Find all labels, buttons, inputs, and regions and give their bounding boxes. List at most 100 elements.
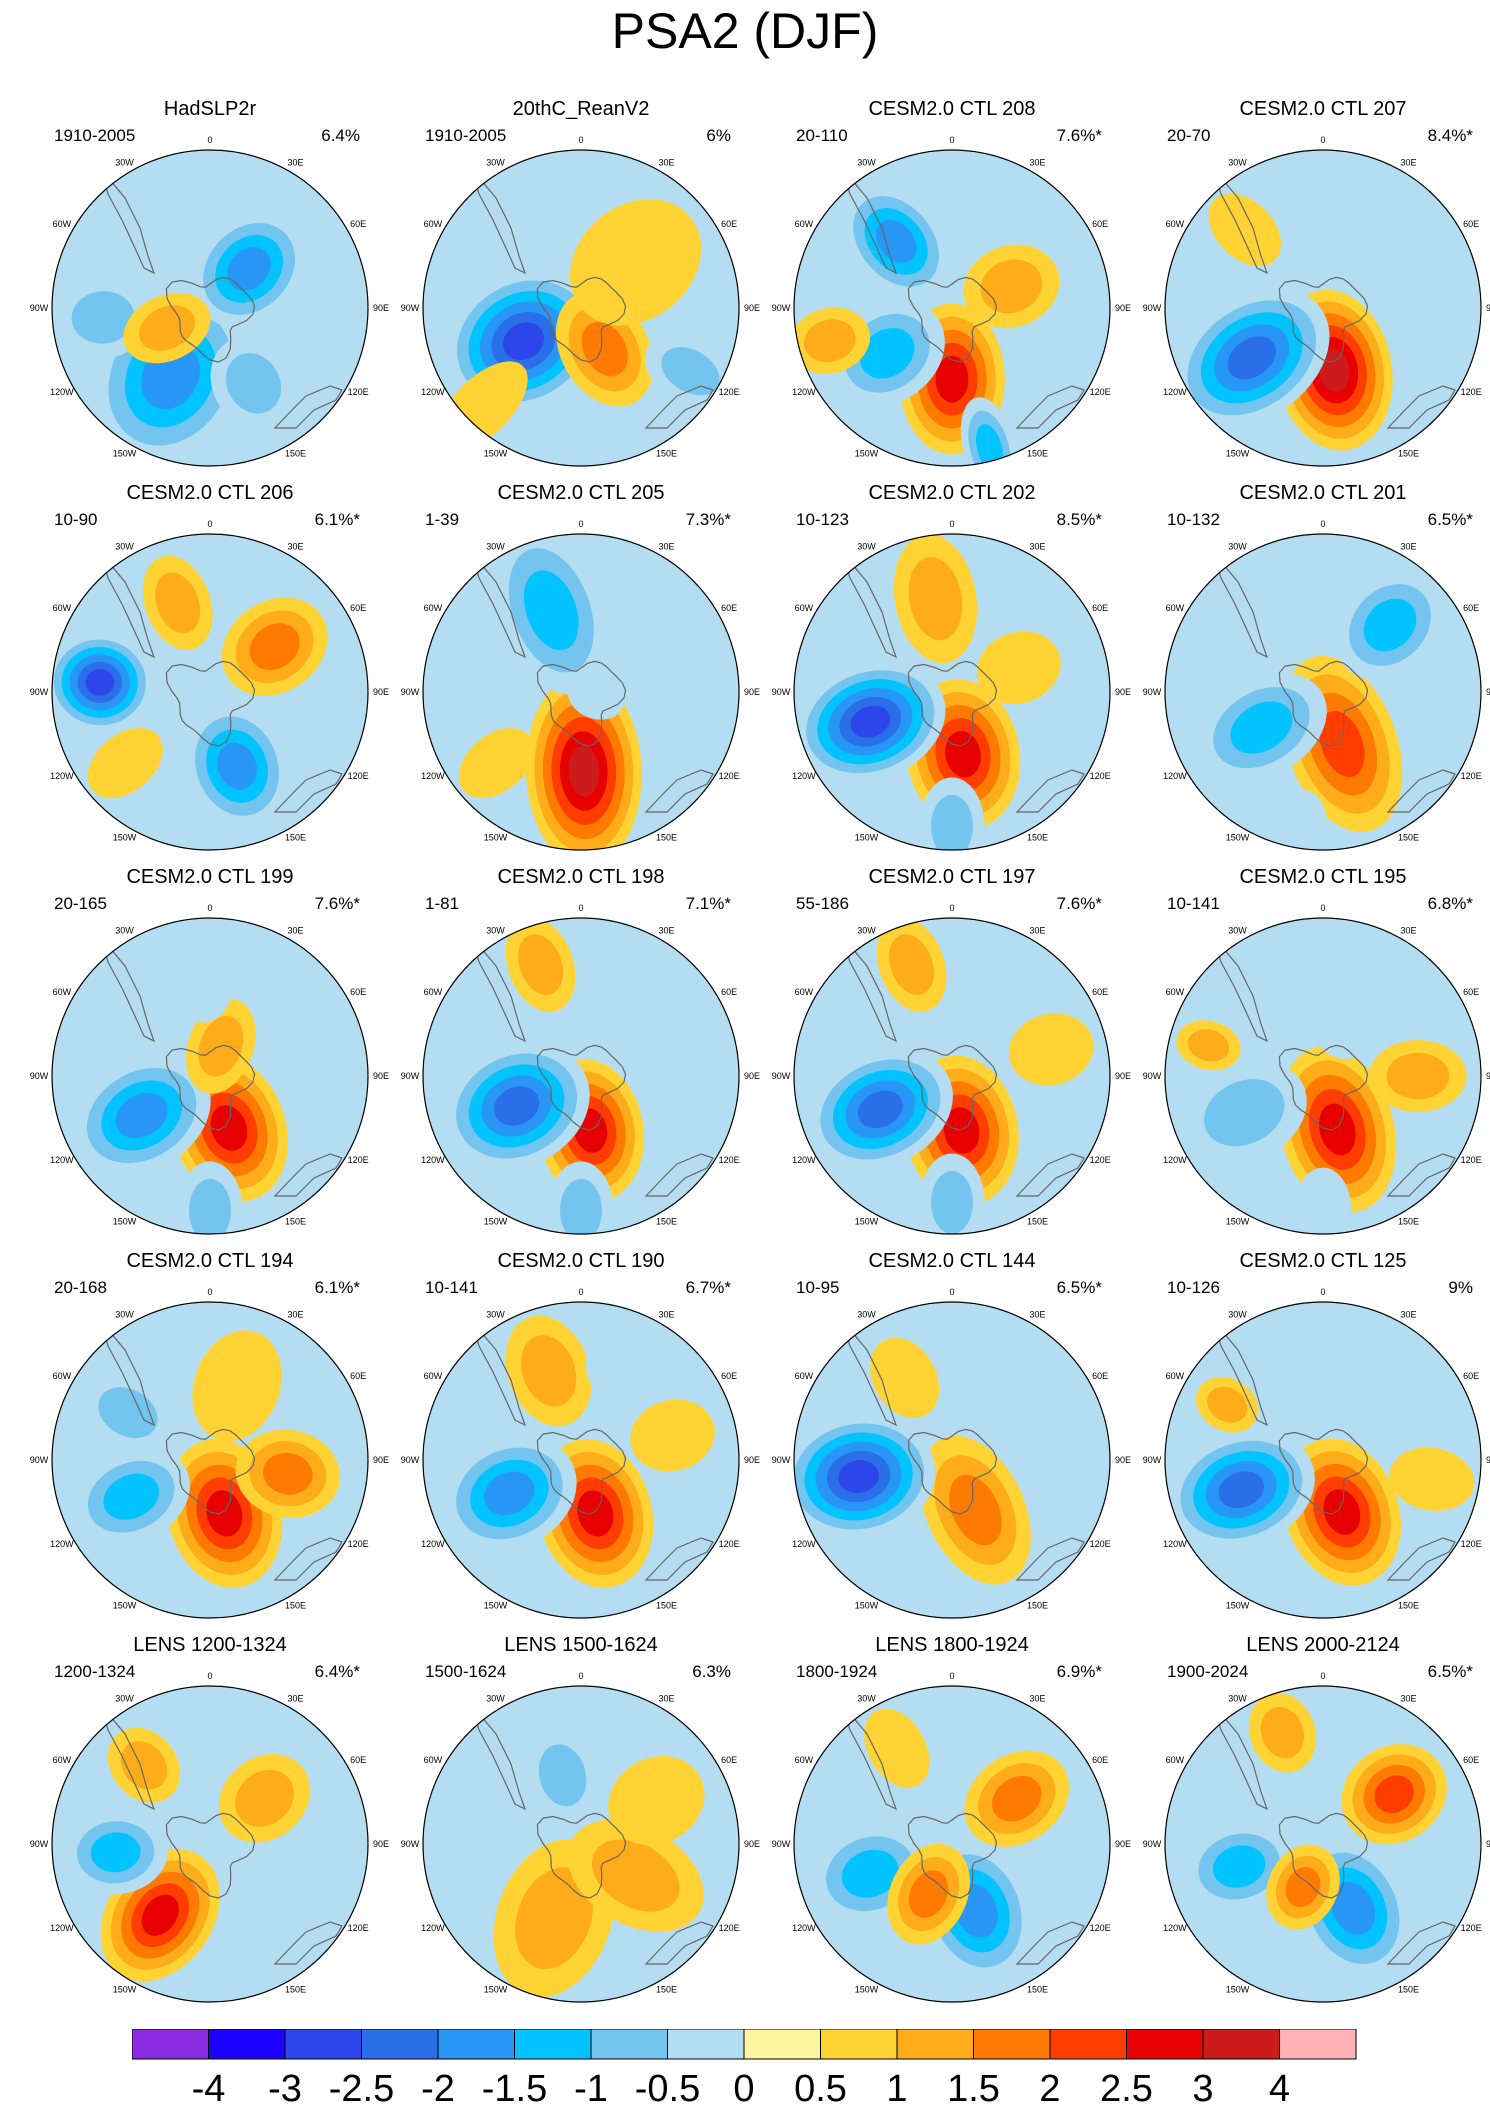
panel-year-range: 1-39: [425, 510, 460, 529]
contour-region: [263, 1452, 313, 1495]
antarctica-coastline: [1278, 1812, 1369, 1899]
colorbar-label: -2: [421, 2068, 455, 2107]
panel-year-range: 1800-1924: [796, 1662, 878, 1681]
longitude-label: 150W: [484, 1985, 508, 1995]
longitude-label: 30W: [1228, 926, 1247, 936]
contour-region: [864, 1708, 930, 1788]
map-border: [793, 1685, 1111, 2003]
longitude-label: 150W: [484, 1217, 508, 1227]
longitude-label: 60W: [795, 987, 814, 997]
contour-region: [249, 623, 300, 671]
longitude-label: 30E: [287, 1310, 303, 1320]
longitude-label: 120E: [1090, 771, 1111, 781]
south-america-coastline: [841, 551, 898, 659]
polar-map: 030E60E90E120E150E180150W120W90W60W30W: [772, 1287, 1131, 1619]
contour-region: [1294, 1167, 1352, 1234]
south-america-coastline: [1212, 551, 1269, 659]
longitude-label: 90E: [744, 1839, 760, 1849]
antarctica-coastline: [536, 660, 627, 747]
polar-map: 030E60E90E120E150E180150W120W90W60W30W: [772, 519, 1131, 851]
contour-region: [1341, 1330, 1437, 1432]
colorbar-swatch: [590, 2029, 668, 2060]
panel-title: CESM2.0 CTL 202: [868, 482, 1036, 504]
contour-region: [87, 728, 163, 799]
longitude-label: 60E: [1463, 987, 1479, 997]
map-border: [422, 149, 740, 467]
panel-title: LENS 1200-1324: [133, 1634, 287, 1656]
longitude-label: 0: [578, 519, 583, 529]
panel-year-range: 20-70: [1167, 126, 1211, 145]
longitude-label: 30E: [658, 542, 674, 552]
panel-year-range: 1-81: [425, 894, 460, 913]
map-panel: CESM2.0 CTL 144 10-95 6.5%* 0 30E 60E 90E 120E 1…: [772, 1250, 1132, 1620]
contour-region: [1285, 1866, 1321, 1908]
polar-map: 030E60E90E120E150E180150W120W90W60W30W: [30, 1671, 389, 2003]
longitude-label: 150W: [1226, 1217, 1250, 1227]
longitude-label: 90E: [1486, 1455, 1490, 1465]
longitude-label: 90W: [30, 687, 49, 697]
longitude-label: 90W: [30, 1071, 49, 1081]
contour-region: [577, 1490, 614, 1537]
longitude-label: 90W: [772, 1071, 791, 1081]
longitude-label: 0: [1320, 519, 1325, 529]
longitude-label: 30W: [486, 1310, 505, 1320]
polar-map: 030E60E90E120E150E180150W120W90W60W30W: [401, 135, 760, 467]
longitude-label: 150E: [1027, 449, 1048, 459]
longitude-label: 150W: [113, 449, 137, 459]
panel-year-range: 20-110: [796, 126, 848, 145]
contour-region: [857, 1090, 903, 1129]
map-panel: LENS 1800-1924 1800-1924 6.9%* 0 30E 60E 90E 12…: [772, 1634, 1132, 2004]
longitude-label: 30W: [857, 1310, 876, 1320]
polar-map: 030E60E90E120E150E180150W120W90W60W30W: [30, 519, 389, 851]
panel-title: CESM2.0 CTL 198: [497, 866, 665, 888]
colorbar-swatch: [1279, 2029, 1357, 2060]
panel-variance: 7.6%*: [314, 894, 360, 913]
polar-map: 030E60E90E120E150E180150W120W90W60W30W: [772, 1671, 1131, 2003]
longitude-label: 90W: [401, 1455, 420, 1465]
longitude-label: 60E: [350, 987, 366, 997]
colorbar-label: 0: [733, 2068, 754, 2107]
longitude-label: 60E: [1092, 1371, 1108, 1381]
colorbar-label: 1.5: [947, 2068, 1000, 2107]
longitude-label: 60E: [350, 1755, 366, 1765]
map-panel: CESM2.0 CTL 205 1-39 7.3%* 0 30E 60E 90E 120E 15…: [401, 482, 761, 852]
longitude-label: 120E: [348, 1923, 369, 1933]
longitude-label: 60W: [53, 219, 72, 229]
longitude-label: 30W: [486, 926, 505, 936]
map-panel: CESM2.0 CTL 190 10-141 6.7%* 0 30E 60E 90E 120E…: [401, 1250, 761, 1620]
australasia-coastline: [644, 1921, 714, 1965]
australasia-coastline: [1386, 1153, 1456, 1197]
contour-region: [581, 321, 628, 377]
australasia-coastline: [1015, 769, 1085, 813]
longitude-label: 150E: [1398, 1217, 1419, 1227]
colorbar-swatch: [361, 2029, 439, 2060]
map-panel: 20thC_ReanV2 1910-2005 6% 0 30E 60E 90E 120E 150…: [401, 98, 761, 468]
longitude-label: 150E: [285, 833, 306, 843]
longitude-label: 0: [207, 1287, 212, 1297]
longitude-label: 120E: [1090, 1923, 1111, 1933]
south-america-coastline: [841, 1319, 898, 1427]
longitude-label: 90E: [1486, 1071, 1490, 1081]
longitude-label: 90W: [30, 1455, 49, 1465]
map-panel: CESM2.0 CTL 195 10-141 6.8%* 0 30E 60E 90E 120E…: [1143, 866, 1490, 1236]
contour-region: [850, 705, 891, 738]
longitude-label: 150W: [484, 1601, 508, 1611]
panel-title: CESM2.0 CTL 197: [868, 866, 1036, 888]
map-border: [422, 533, 740, 851]
contour-region: [1203, 1079, 1285, 1147]
contour-region: [1269, 789, 1328, 850]
panel-variance: 8.5%*: [1056, 510, 1102, 529]
longitude-label: 0: [578, 1287, 583, 1297]
longitude-label: 60E: [1092, 219, 1108, 229]
longitude-label: 150E: [285, 1985, 306, 1995]
map-border: [51, 533, 369, 851]
longitude-label: 90E: [744, 1071, 760, 1081]
longitude-label: 120W: [792, 387, 816, 397]
longitude-label: 120W: [421, 1539, 445, 1549]
longitude-label: 120E: [719, 1155, 740, 1165]
map-panel: CESM2.0 CTL 207 20-70 8.4%* 0 30E 60E 90E 120E 1…: [1143, 98, 1490, 468]
contour-region: [635, 983, 718, 1059]
longitude-label: 30W: [115, 542, 134, 552]
contour-region: [1374, 1775, 1414, 1813]
contour-region: [841, 1849, 899, 1898]
